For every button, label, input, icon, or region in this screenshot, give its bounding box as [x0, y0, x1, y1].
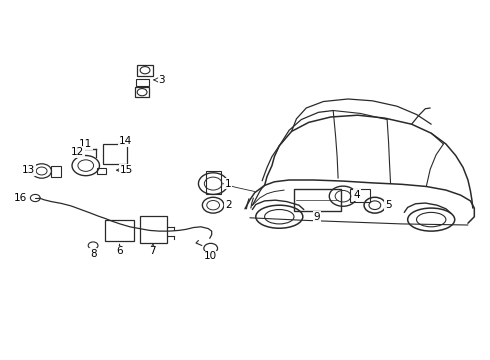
- Bar: [294, 189, 341, 211]
- Text: 13: 13: [22, 165, 35, 175]
- Bar: [51, 166, 61, 177]
- Bar: [136, 79, 149, 86]
- Text: 11: 11: [79, 139, 93, 149]
- Text: 15: 15: [120, 165, 133, 175]
- Text: 16: 16: [14, 193, 27, 203]
- Bar: [105, 220, 134, 241]
- Bar: [103, 144, 127, 164]
- Text: 8: 8: [90, 249, 97, 259]
- Text: 12: 12: [71, 147, 84, 157]
- Text: 5: 5: [385, 200, 392, 210]
- Bar: [140, 216, 167, 243]
- Text: 10: 10: [204, 251, 217, 261]
- Bar: [206, 171, 220, 194]
- Text: 14: 14: [118, 136, 132, 146]
- Bar: [350, 189, 370, 202]
- Bar: [97, 168, 106, 174]
- Text: 7: 7: [149, 246, 156, 256]
- Text: 4: 4: [353, 190, 360, 200]
- Bar: [135, 87, 149, 97]
- Text: 2: 2: [225, 200, 232, 210]
- Text: 6: 6: [116, 246, 123, 256]
- Text: 9: 9: [314, 212, 320, 222]
- Text: 1: 1: [225, 179, 232, 189]
- Bar: [137, 65, 153, 76]
- Text: 3: 3: [158, 75, 165, 85]
